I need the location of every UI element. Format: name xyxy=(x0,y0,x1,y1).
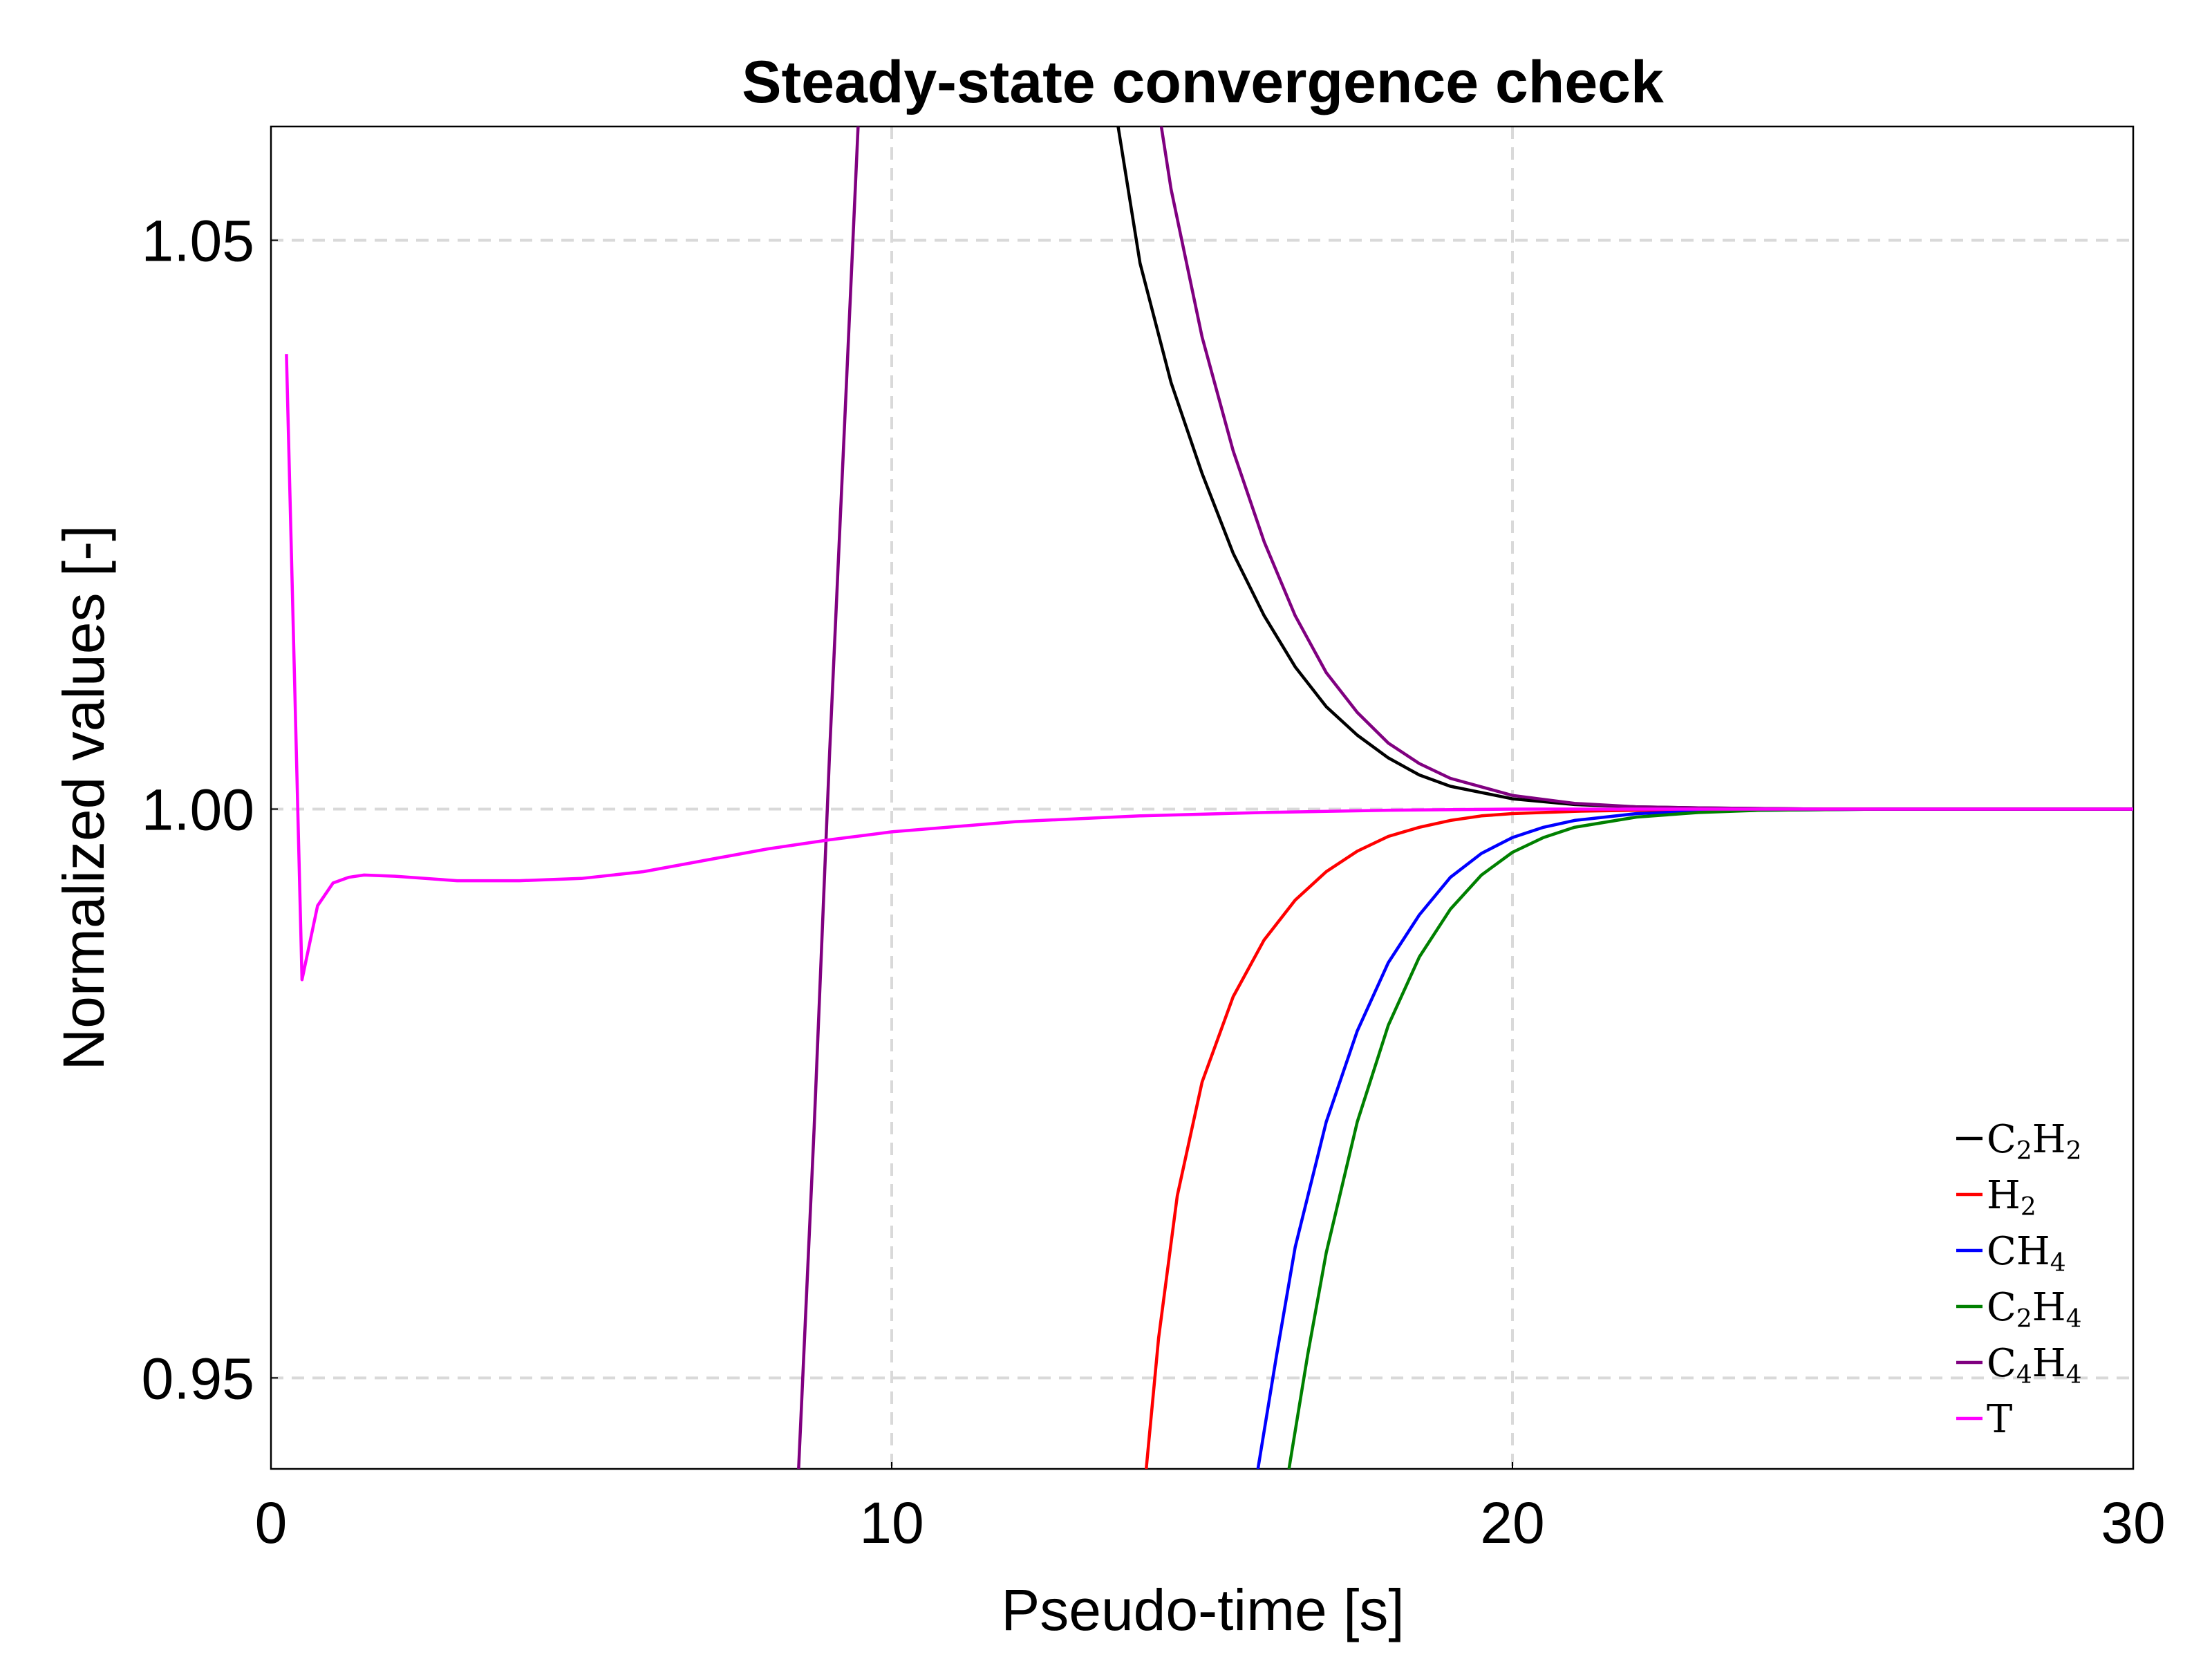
legend-item: CH4 xyxy=(1956,1229,2066,1277)
legend-item: C4H4 xyxy=(1956,1341,2082,1389)
series-line-C4H4 xyxy=(797,126,2133,1469)
legend-item: T xyxy=(1956,1397,2012,1442)
legend-label: T xyxy=(1987,1397,2012,1442)
x-tick-label: 30 xyxy=(2101,1490,2165,1555)
x-axis-label: Pseudo-time [s] xyxy=(1001,1577,1405,1642)
y-tick-label: 0.95 xyxy=(142,1346,255,1411)
y-tick-label: 1.05 xyxy=(142,209,255,274)
series-group xyxy=(285,126,2133,1469)
legend: C2H2 H2 CH4 C2H4 C4H4 T xyxy=(1956,1117,2082,1442)
legend-label: C4H4 xyxy=(1987,1341,2082,1389)
y-tick-label: 1.00 xyxy=(142,777,255,842)
series-line-T xyxy=(285,354,2133,982)
series-line-C2H2 xyxy=(1116,126,2133,811)
legend-label: C2H4 xyxy=(1987,1285,2082,1333)
chart-title: Steady-state convergence check xyxy=(742,49,1664,115)
x-tick-label: 0 xyxy=(255,1490,288,1555)
legend-item: C2H4 xyxy=(1956,1285,2082,1333)
series-line-C2H4 xyxy=(1287,807,2133,1469)
legend-label: C2H2 xyxy=(1987,1117,2082,1165)
x-tick-label: 10 xyxy=(859,1490,924,1555)
plot-area xyxy=(270,125,2135,1470)
ticks: 0 10 20 30 0.95 1.00 1.05 xyxy=(142,209,2166,1555)
x-tick-label: 20 xyxy=(1480,1490,1544,1555)
series-line-H2 xyxy=(1144,807,2133,1469)
legend-label: CH4 xyxy=(1987,1229,2066,1277)
grid xyxy=(271,126,2133,1469)
y-axis-label: Normalized values [-] xyxy=(51,525,116,1071)
legend-item: H2 xyxy=(1956,1173,2036,1221)
legend-item: C2H2 xyxy=(1956,1117,2082,1165)
legend-label: H2 xyxy=(1987,1173,2036,1221)
